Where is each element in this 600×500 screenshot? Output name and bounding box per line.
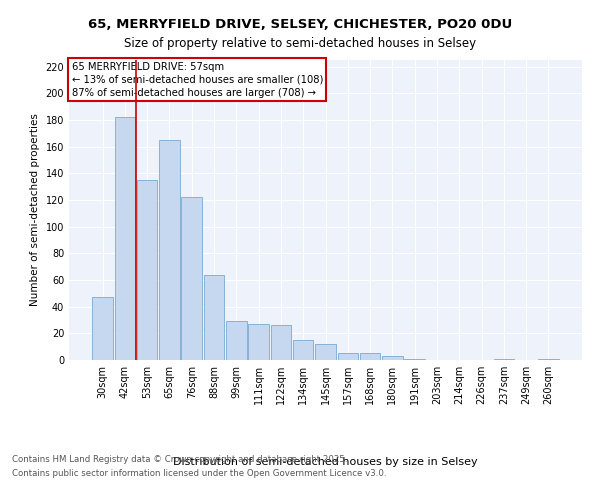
Text: Size of property relative to semi-detached houses in Selsey: Size of property relative to semi-detach… — [124, 38, 476, 51]
Bar — [315, 344, 336, 360]
Bar — [159, 140, 180, 360]
Text: 65, MERRYFIELD DRIVE, SELSEY, CHICHESTER, PO20 0DU: 65, MERRYFIELD DRIVE, SELSEY, CHICHESTER… — [88, 18, 512, 30]
Bar — [248, 324, 269, 360]
Bar — [338, 354, 358, 360]
Bar — [137, 180, 157, 360]
Y-axis label: Number of semi-detached properties: Number of semi-detached properties — [30, 114, 40, 306]
Bar — [360, 354, 380, 360]
Bar — [226, 322, 247, 360]
Bar — [404, 358, 425, 360]
Bar — [382, 356, 403, 360]
X-axis label: Distribution of semi-detached houses by size in Selsey: Distribution of semi-detached houses by … — [173, 457, 478, 467]
Text: 65 MERRYFIELD DRIVE: 57sqm
← 13% of semi-detached houses are smaller (108)
87% o: 65 MERRYFIELD DRIVE: 57sqm ← 13% of semi… — [71, 62, 323, 98]
Bar — [538, 358, 559, 360]
Bar — [494, 358, 514, 360]
Bar — [204, 274, 224, 360]
Text: Contains HM Land Registry data © Crown copyright and database right 2025.: Contains HM Land Registry data © Crown c… — [12, 456, 347, 464]
Bar — [293, 340, 313, 360]
Text: Contains public sector information licensed under the Open Government Licence v3: Contains public sector information licen… — [12, 469, 386, 478]
Bar — [92, 298, 113, 360]
Bar — [115, 118, 135, 360]
Bar — [271, 326, 291, 360]
Bar — [181, 198, 202, 360]
